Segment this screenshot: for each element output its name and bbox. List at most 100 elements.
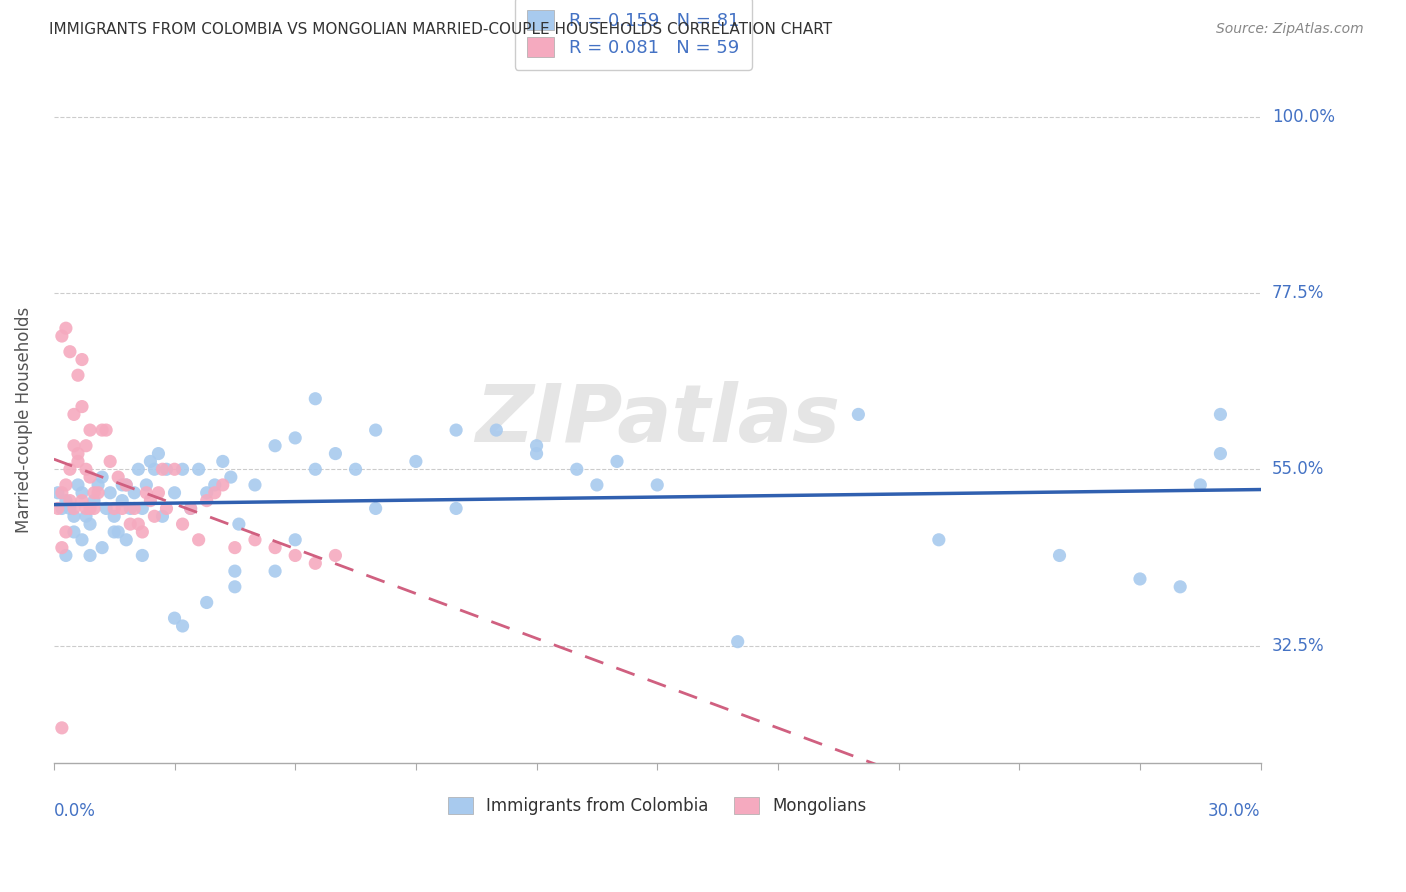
Point <box>66 454 89 468</box>
Text: 30.0%: 30.0% <box>1208 802 1261 820</box>
Point <box>172 517 194 532</box>
Point <box>107 524 129 539</box>
Point <box>143 462 166 476</box>
Text: 55.0%: 55.0% <box>1272 460 1324 478</box>
Point <box>98 485 121 500</box>
Point <box>63 408 86 422</box>
Point <box>928 533 950 547</box>
Point <box>111 501 134 516</box>
Legend: Immigrants from Colombia, Mongolians: Immigrants from Colombia, Mongolians <box>440 789 875 823</box>
Point <box>405 454 427 468</box>
Point <box>75 439 97 453</box>
Point <box>1189 478 1212 492</box>
Point <box>172 462 194 476</box>
Point <box>139 454 162 468</box>
Point <box>224 541 246 555</box>
Point <box>526 447 548 461</box>
Point <box>55 549 77 563</box>
Point <box>1049 549 1071 563</box>
Point <box>180 501 202 516</box>
Point <box>155 462 177 476</box>
Point <box>264 564 287 578</box>
Point <box>79 549 101 563</box>
Point <box>55 524 77 539</box>
Point <box>51 501 73 516</box>
Point <box>94 501 117 516</box>
Point <box>51 329 73 343</box>
Text: ZIPatlas: ZIPatlas <box>475 381 839 459</box>
Point <box>63 509 86 524</box>
Point <box>135 478 157 492</box>
Point <box>103 509 125 524</box>
Point <box>606 454 628 468</box>
Point <box>75 509 97 524</box>
Point <box>224 564 246 578</box>
Point <box>59 501 82 516</box>
Point <box>1129 572 1152 586</box>
Point <box>444 423 467 437</box>
Point <box>120 501 142 516</box>
Point <box>55 493 77 508</box>
Point <box>91 423 114 437</box>
Point <box>131 549 153 563</box>
Point <box>148 447 170 461</box>
Point <box>131 501 153 516</box>
Point <box>83 493 105 508</box>
Point <box>485 423 508 437</box>
Point <box>70 352 93 367</box>
Point <box>180 501 202 516</box>
Point <box>63 439 86 453</box>
Point <box>148 485 170 500</box>
Point <box>586 478 609 492</box>
Point <box>51 721 73 735</box>
Point <box>325 447 347 461</box>
Point <box>120 517 142 532</box>
Point <box>83 485 105 500</box>
Point <box>155 501 177 516</box>
Point <box>91 470 114 484</box>
Point <box>131 524 153 539</box>
Point <box>107 470 129 484</box>
Point <box>70 533 93 547</box>
Point <box>152 462 174 476</box>
Point <box>848 408 870 422</box>
Point <box>304 462 326 476</box>
Point <box>195 485 218 500</box>
Point <box>284 533 307 547</box>
Point <box>364 423 387 437</box>
Point <box>163 462 186 476</box>
Point <box>66 447 89 461</box>
Point <box>172 619 194 633</box>
Point <box>135 485 157 500</box>
Point <box>79 501 101 516</box>
Point <box>304 392 326 406</box>
Point <box>70 485 93 500</box>
Point <box>66 478 89 492</box>
Point <box>243 478 266 492</box>
Point <box>187 462 209 476</box>
Point <box>94 423 117 437</box>
Point <box>63 501 86 516</box>
Point <box>1168 580 1191 594</box>
Point <box>91 541 114 555</box>
Point <box>98 454 121 468</box>
Point <box>103 524 125 539</box>
Point <box>444 501 467 516</box>
Point <box>70 493 93 508</box>
Point <box>325 549 347 563</box>
Point <box>87 478 110 492</box>
Point <box>83 501 105 516</box>
Point <box>63 524 86 539</box>
Point <box>565 462 588 476</box>
Point <box>75 501 97 516</box>
Text: 0.0%: 0.0% <box>53 802 96 820</box>
Text: 77.5%: 77.5% <box>1272 284 1324 302</box>
Text: IMMIGRANTS FROM COLOMBIA VS MONGOLIAN MARRIED-COUPLE HOUSEHOLDS CORRELATION CHAR: IMMIGRANTS FROM COLOMBIA VS MONGOLIAN MA… <box>49 22 832 37</box>
Point <box>284 549 307 563</box>
Point <box>127 462 149 476</box>
Point <box>163 485 186 500</box>
Point <box>103 501 125 516</box>
Point <box>59 344 82 359</box>
Point <box>70 400 93 414</box>
Point <box>115 478 138 492</box>
